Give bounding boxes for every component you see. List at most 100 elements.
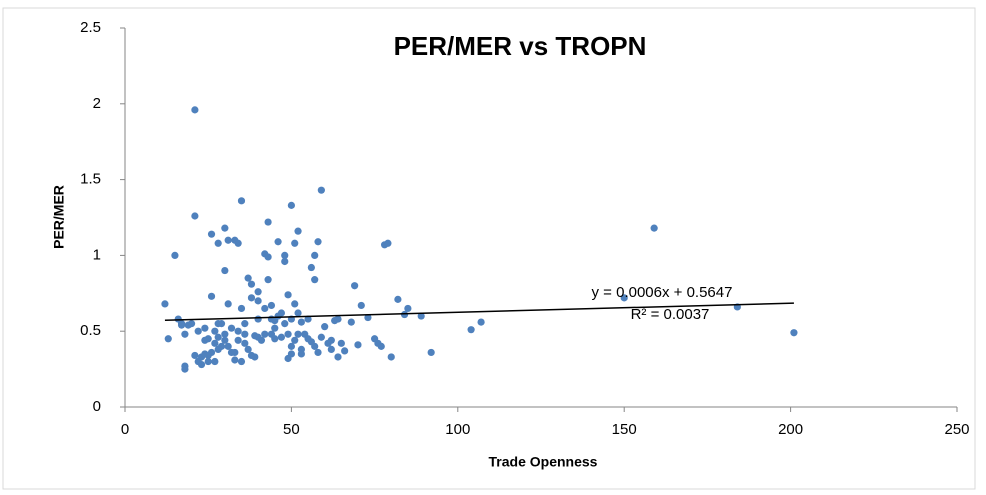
- data-point: [281, 320, 289, 328]
- data-point: [214, 333, 222, 341]
- data-point: [241, 330, 249, 338]
- data-point: [284, 330, 292, 338]
- trendline-equation: y = 0.0006x + 0.5647: [592, 284, 733, 301]
- trendline: [164, 302, 794, 322]
- data-point: [334, 315, 342, 323]
- data-point: [254, 297, 262, 305]
- data-point: [394, 295, 402, 303]
- data-point: [404, 304, 412, 313]
- y-axis-label: PER/MER: [51, 185, 67, 249]
- data-point: [191, 212, 199, 220]
- y-tick-label: 1.5: [80, 171, 101, 188]
- data-point: [244, 274, 252, 282]
- data-point: [264, 218, 272, 226]
- data-point: [790, 329, 798, 337]
- data-point: [277, 309, 286, 317]
- data-point: [387, 353, 395, 361]
- data-point: [254, 333, 262, 341]
- data-point: [317, 333, 325, 341]
- data-point: [267, 315, 276, 323]
- data-point: [337, 339, 345, 347]
- data-point: [364, 313, 372, 322]
- data-point: [294, 309, 302, 317]
- data-point: [234, 336, 242, 344]
- data-point: [377, 342, 385, 350]
- data-point: [311, 276, 319, 284]
- data-point: [181, 365, 189, 373]
- data-point: [241, 320, 249, 328]
- data-point: [297, 318, 305, 326]
- data-point: [317, 186, 325, 194]
- data-point: [201, 336, 209, 344]
- data-point: [241, 339, 249, 347]
- data-point: [254, 288, 262, 296]
- data-point: [357, 301, 365, 310]
- x-tick-label: 50: [283, 421, 300, 438]
- x-tick-label: 0: [121, 421, 129, 438]
- data-point: [181, 330, 189, 338]
- x-axis-label: Trade Openness: [489, 454, 598, 470]
- data-point: [261, 330, 269, 338]
- data-point: [351, 282, 359, 290]
- data-point: [244, 345, 252, 353]
- data-point: [207, 230, 216, 238]
- data-point: [214, 239, 222, 247]
- data-point: [261, 304, 269, 313]
- data-point: [347, 318, 355, 326]
- data-point: [191, 106, 199, 114]
- data-point: [237, 197, 246, 205]
- data-point: [227, 348, 236, 357]
- x-tick-label: 250: [944, 421, 969, 438]
- data-point: [291, 336, 299, 344]
- data-point: [224, 300, 232, 308]
- data-point: [201, 324, 209, 332]
- data-point: [307, 263, 315, 272]
- data-point: [221, 224, 229, 232]
- data-point: [237, 357, 246, 366]
- data-point: [287, 342, 295, 350]
- data-point: [294, 330, 302, 338]
- y-tick-label: 2: [93, 95, 101, 112]
- data-point: [217, 342, 226, 350]
- data-point: [231, 356, 239, 364]
- data-point: [164, 335, 172, 343]
- chart-border: [2, 7, 976, 490]
- data-point: [207, 292, 216, 300]
- data-point: [221, 336, 229, 344]
- data-point: [327, 345, 335, 353]
- data-point: [161, 300, 169, 308]
- data-point: [291, 300, 299, 308]
- data-point: [254, 315, 262, 323]
- data-point: [274, 238, 282, 246]
- data-point: [417, 312, 425, 320]
- data-point: [294, 227, 302, 235]
- data-point: [287, 350, 295, 358]
- data-point: [291, 239, 299, 247]
- y-tick-label: 2.5: [80, 19, 101, 36]
- y-tick-label: 0.5: [80, 322, 101, 339]
- data-point: [211, 327, 219, 335]
- data-point: [311, 251, 319, 259]
- data-point: [341, 347, 349, 355]
- y-tick-label: 0: [93, 398, 101, 415]
- data-point: [281, 257, 289, 266]
- data-point: [297, 350, 305, 358]
- data-point: [211, 339, 219, 347]
- data-point: [227, 324, 236, 332]
- data-point: [467, 326, 475, 334]
- data-point: [171, 251, 179, 259]
- chart-title: PER/MER vs TROPN: [394, 31, 647, 61]
- data-point: [204, 351, 212, 360]
- data-point: [187, 320, 196, 328]
- data-point: [321, 323, 329, 331]
- x-tick-label: 150: [612, 421, 637, 438]
- data-point: [271, 335, 279, 343]
- data-point: [234, 327, 242, 335]
- x-tick-label: 200: [778, 421, 803, 438]
- data-point: [177, 321, 186, 329]
- data-point: [264, 253, 272, 261]
- y-tick-label: 1: [93, 246, 101, 263]
- data-point: [400, 310, 409, 319]
